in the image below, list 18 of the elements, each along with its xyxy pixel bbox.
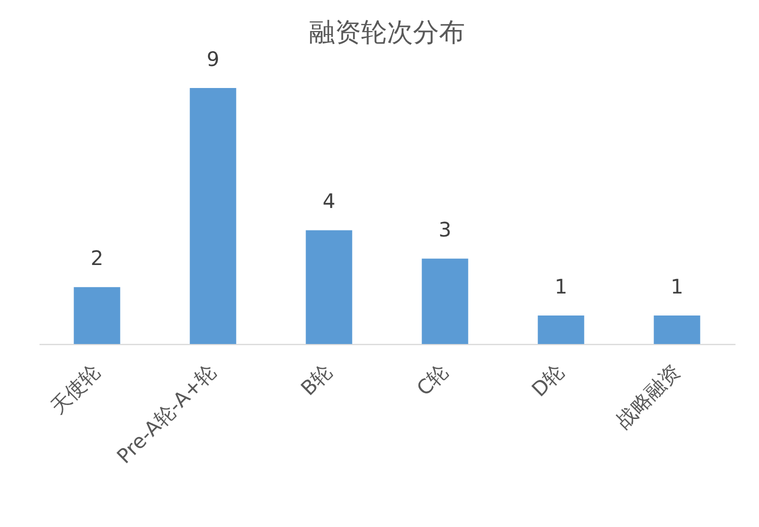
bar [306,230,352,344]
bar [538,316,584,344]
data-label: 3 [438,218,452,242]
data-label: 1 [554,274,568,299]
data-label: 9 [206,47,220,71]
data-label: 4 [322,189,336,214]
x-tick-label: 战略融资 [611,359,685,433]
x-tick-label: B轮 [296,359,337,400]
x-tick-label: C轮 [412,359,453,400]
chart-title: 融资轮次分布 [309,18,465,48]
x-tick-label: 天使轮 [45,359,105,419]
x-tick-label: D轮 [526,359,569,402]
bar [422,258,468,344]
bar [190,88,236,344]
data-label: 2 [90,246,104,270]
bar [654,316,700,344]
bar [74,287,120,344]
data-label: 1 [670,274,684,299]
